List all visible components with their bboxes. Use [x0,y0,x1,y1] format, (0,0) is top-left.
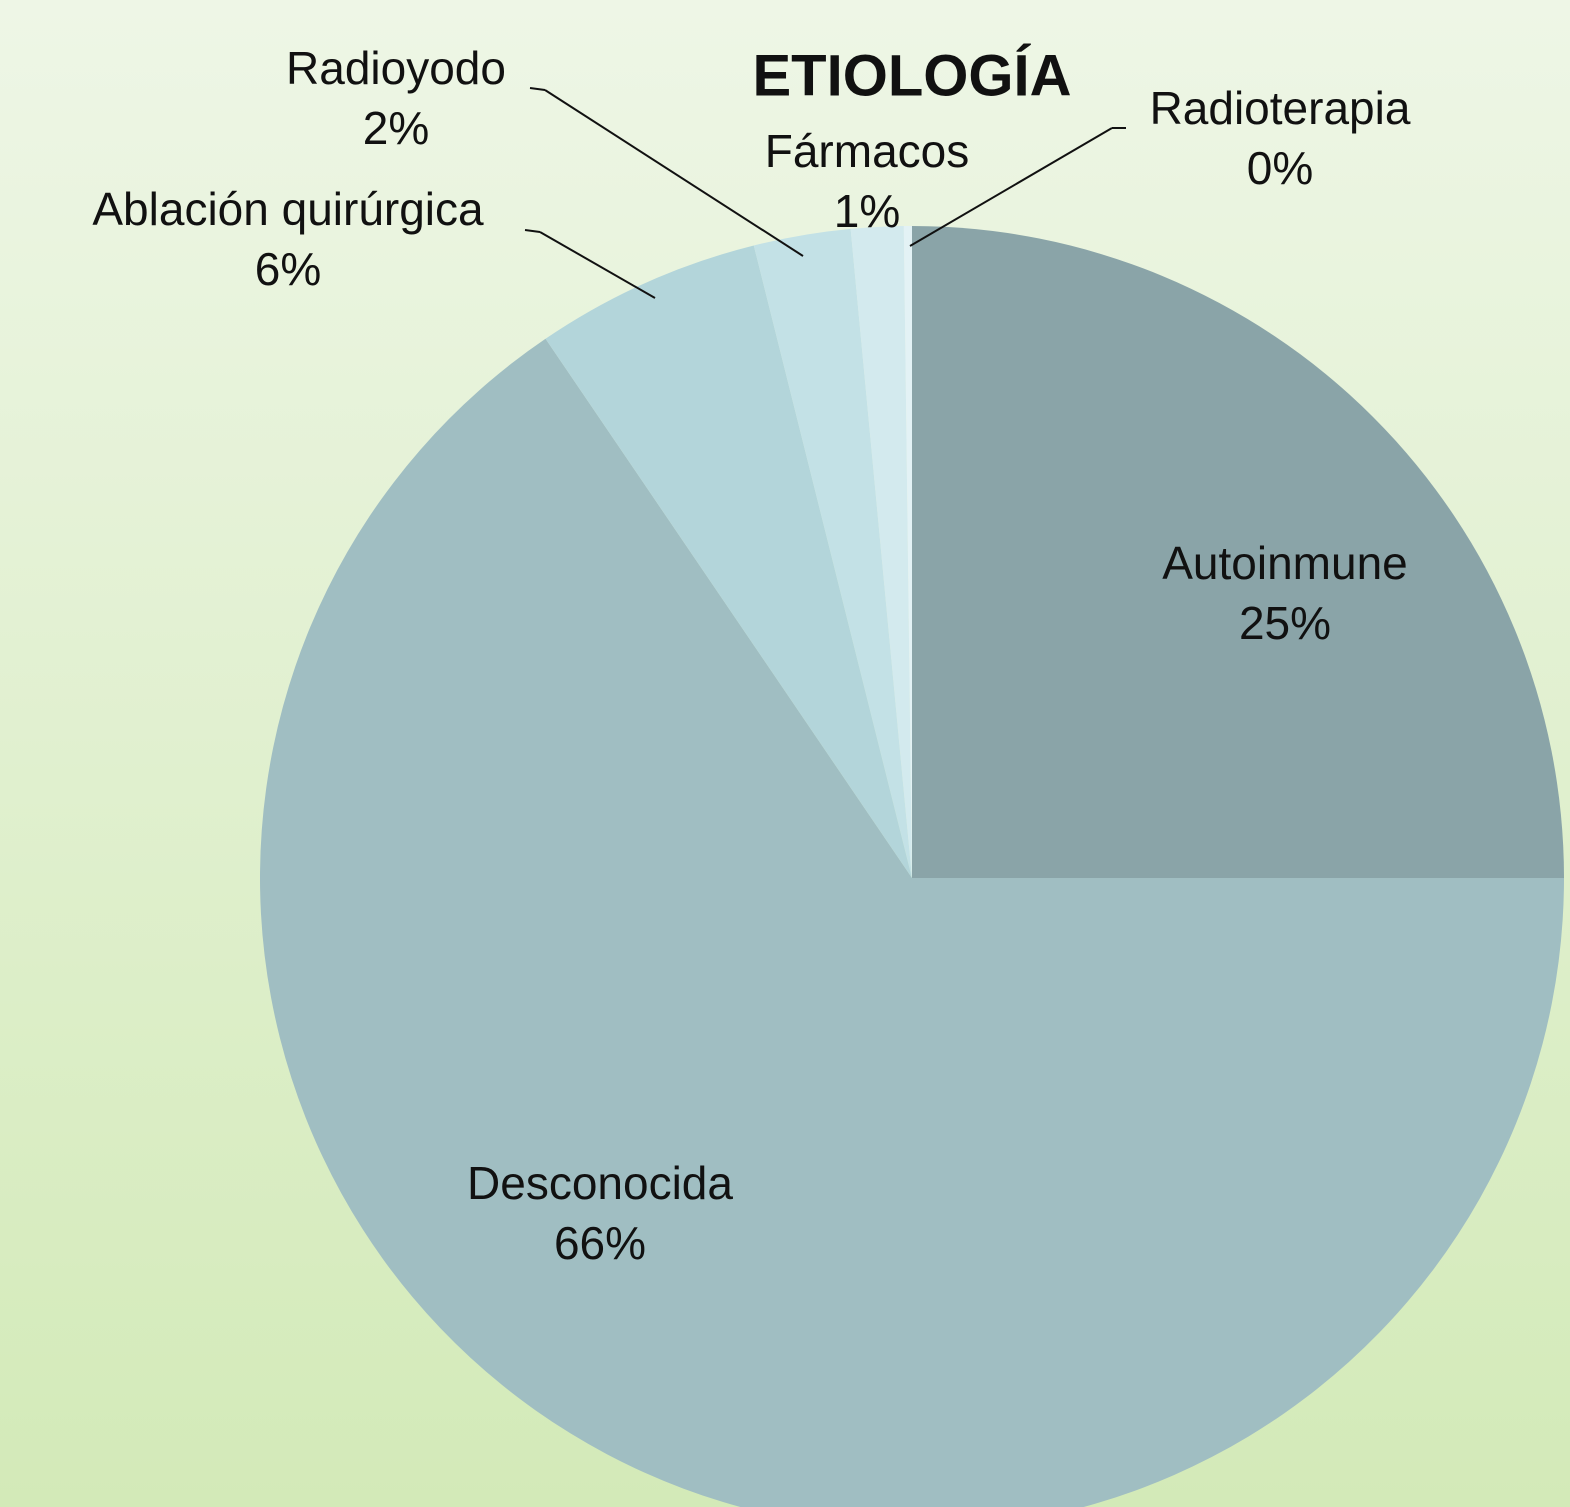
slice-label: Ablación quirúrgica [92,183,484,235]
leader-line [539,231,656,299]
value-label: 25% [1239,597,1331,649]
slice-label: Fármacos [765,125,969,177]
slice-label: Radioyodo [286,42,506,94]
value-label: 0% [1247,142,1313,194]
leader-line [529,87,546,91]
value-label: 6% [255,243,321,295]
value-label: 66% [554,1217,646,1269]
leader-line [524,229,541,233]
pie-slice [545,245,912,878]
pie-slice [912,226,1564,878]
value-label: 1% [834,185,900,237]
slice-label: Autoinmune [1162,537,1408,589]
leader-line [544,89,804,257]
leader-line [909,127,1113,247]
chart-title: ETIOLOGÍA [753,43,1072,108]
pie-slice [753,228,912,878]
pie-slice [903,226,912,878]
slice-label: Desconocida [467,1157,733,1209]
pie [260,226,1564,1507]
value-label: 2% [363,102,429,154]
pie-slice [850,226,912,878]
slice-label: Radioterapia [1150,82,1411,134]
pie-slice [260,338,1564,1507]
